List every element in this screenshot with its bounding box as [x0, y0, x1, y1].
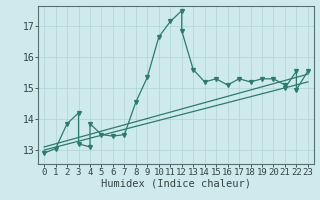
- X-axis label: Humidex (Indice chaleur): Humidex (Indice chaleur): [101, 179, 251, 189]
